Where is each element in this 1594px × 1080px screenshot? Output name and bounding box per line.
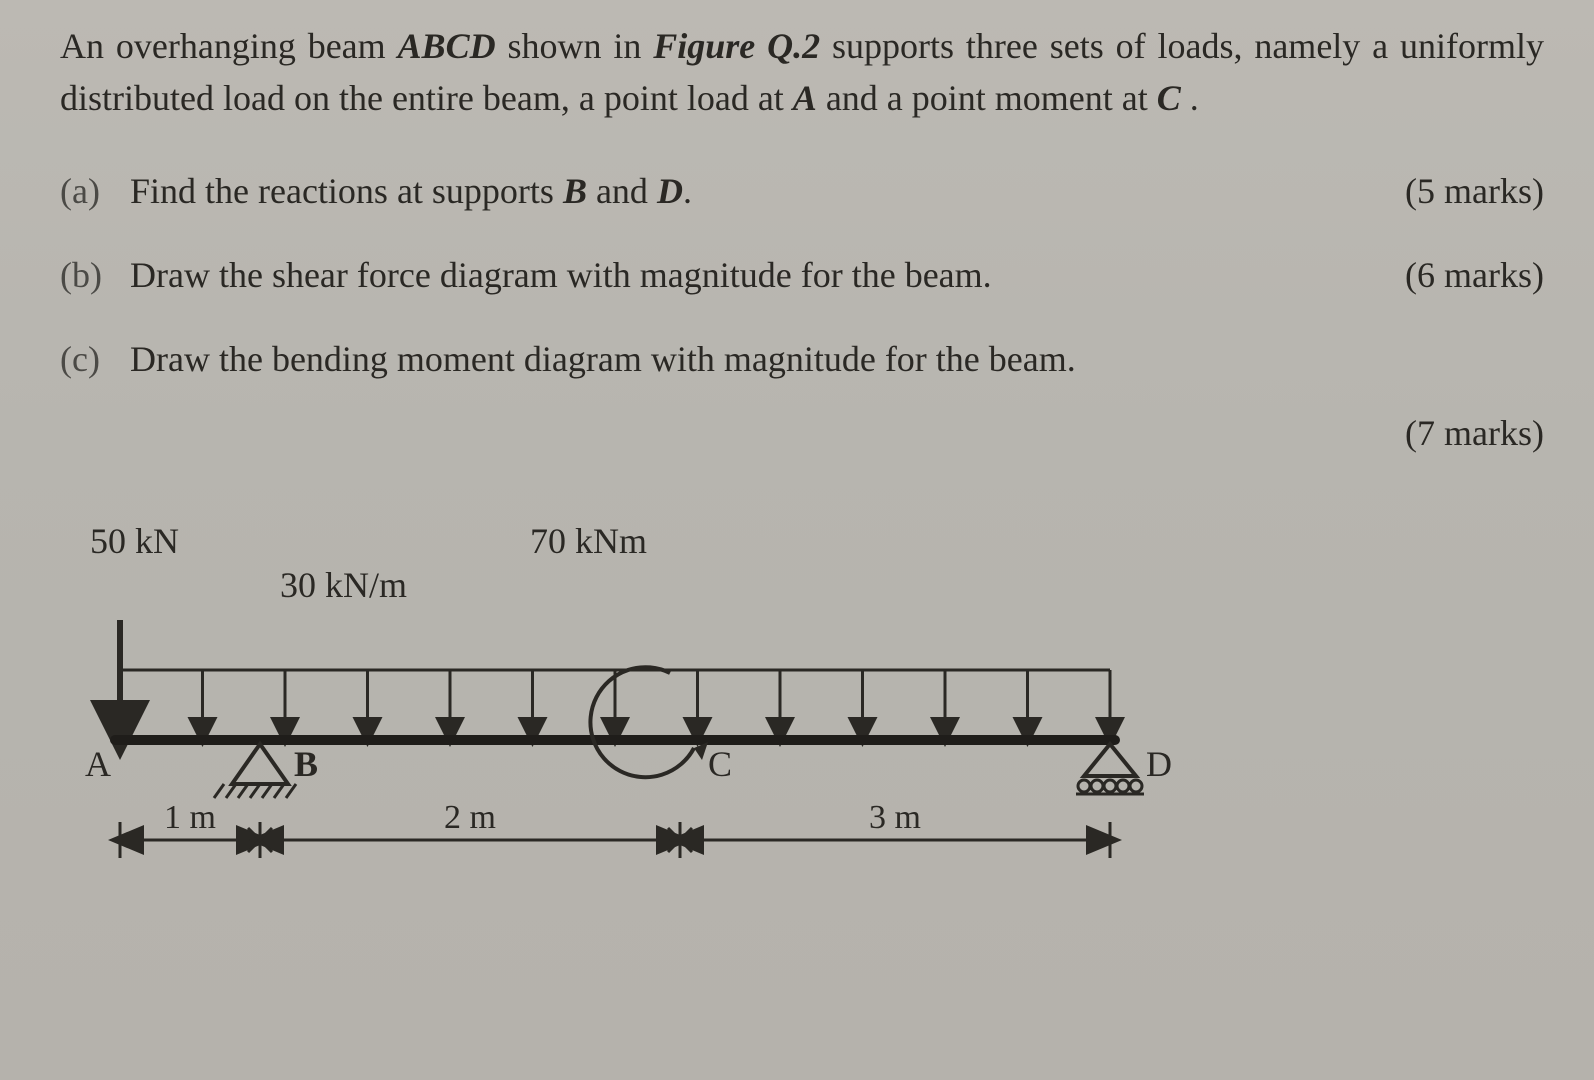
marks: (5 marks): [1344, 164, 1544, 218]
marks: (7 marks): [1344, 406, 1544, 460]
intro-text: An overhanging beam: [60, 26, 398, 66]
part-label: (a): [60, 164, 130, 218]
part-b: (b) Draw the shear force diagram with ma…: [60, 248, 1544, 302]
part-label: (c): [60, 332, 130, 386]
intro-paragraph: An overhanging beam ABCD shown in Figure…: [60, 20, 1544, 124]
udl-label: 30 kN/m: [280, 564, 407, 606]
moment-label: 70 kNm: [530, 520, 647, 562]
marks: (6 marks): [1344, 248, 1544, 302]
intro-text: shown in: [496, 26, 654, 66]
svg-text:1 m: 1 m: [164, 799, 216, 836]
svg-text:C: C: [708, 744, 732, 784]
svg-text:B: B: [294, 744, 318, 784]
beam-diagram-svg: A B C D 1 m 2 m 3 m: [60, 610, 1220, 890]
beam-name: ABCD: [398, 26, 496, 66]
page: An overhanging beam ABCD shown in Figure…: [0, 0, 1594, 1080]
part-text: Draw the bending moment diagram with mag…: [130, 332, 1544, 386]
svg-text:2 m: 2 m: [444, 799, 496, 836]
point-c: C: [1157, 78, 1181, 118]
part-text: Draw the shear force diagram with magnit…: [130, 248, 1344, 302]
figure-top-labels: 50 kN 70 kNm: [60, 520, 1544, 562]
part-c: (c) Draw the bending moment diagram with…: [60, 332, 1544, 460]
beam-figure: 50 kN 70 kNm 30 kN/m A B C D 1 m 2 m 3 m: [60, 520, 1544, 890]
part-label: (b): [60, 248, 130, 302]
svg-text:3 m: 3 m: [869, 799, 921, 836]
part-text: Find the reactions at supports B and D.: [130, 164, 1344, 218]
question-parts: (a) Find the reactions at supports B and…: [60, 164, 1544, 460]
intro-text: and a point moment at: [817, 78, 1157, 118]
intro-text: .: [1181, 78, 1199, 118]
part-a: (a) Find the reactions at supports B and…: [60, 164, 1544, 218]
point-load-label: 50 kN: [90, 520, 530, 562]
svg-text:A: A: [85, 744, 111, 784]
figure-ref: Figure Q.2: [653, 26, 820, 66]
point-a: A: [793, 78, 817, 118]
svg-text:D: D: [1146, 744, 1172, 784]
